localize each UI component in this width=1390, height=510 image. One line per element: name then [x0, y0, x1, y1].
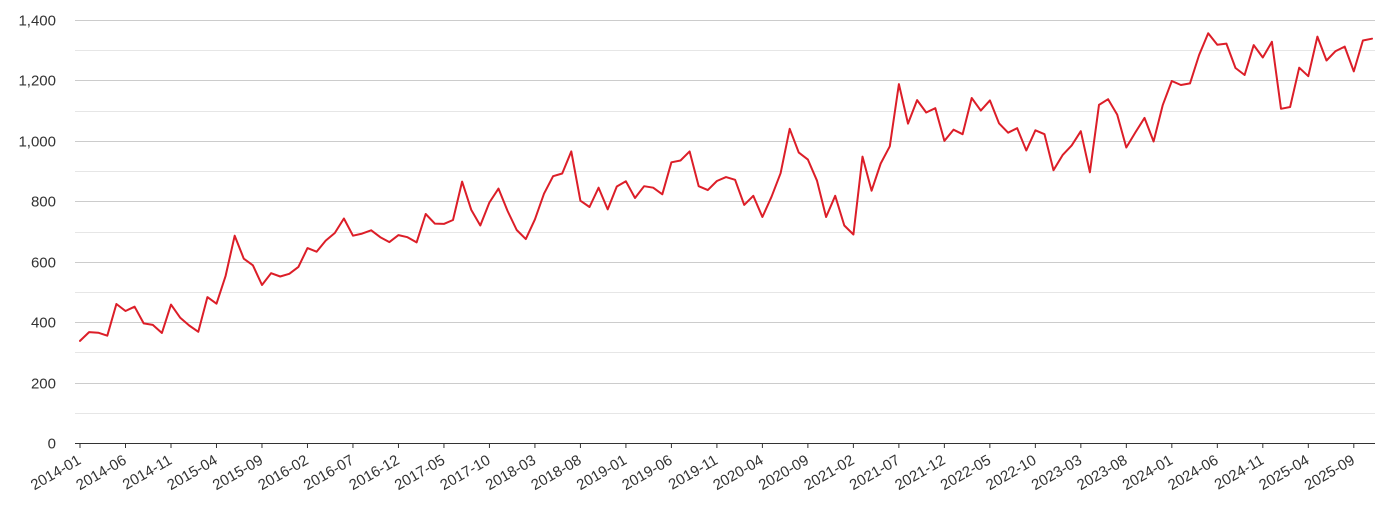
x-tick-label: 2022-05	[938, 452, 994, 494]
x-tick-label: 2025-09	[1302, 452, 1358, 494]
x-tick-label: 2017-05	[392, 452, 448, 494]
x-tick-label: 2015-09	[210, 452, 266, 494]
y-tick-label: 600	[31, 255, 56, 272]
x-tick-label: 2019-11	[666, 452, 721, 494]
x-tick-label: 2018-08	[528, 452, 584, 494]
series-group	[79, 32, 1373, 342]
x-tick-label: 2024-01	[1120, 452, 1176, 494]
x-tick-label: 2014-11	[120, 452, 175, 494]
x-tick-label: 2024-06	[1165, 452, 1221, 494]
x-tick-label: 2018-03	[483, 452, 539, 494]
x-tick-label: 2019-01	[574, 452, 630, 494]
x-axis-ticks: 2014-012014-062014-112015-042015-092016-…	[28, 443, 1358, 494]
x-tick-label: 2014-01	[28, 452, 84, 494]
x-tick-label: 2019-06	[619, 452, 675, 494]
y-tick-label: 0	[48, 436, 56, 453]
x-tick-label: 2023-03	[1029, 452, 1085, 494]
x-tick-label: 2021-12	[892, 452, 948, 494]
x-tick-label: 2016-07	[301, 452, 357, 494]
x-tick-label: 2016-02	[255, 452, 311, 494]
x-tick-label: 2023-08	[1074, 452, 1130, 494]
y-tick-label: 400	[31, 315, 56, 332]
x-tick-label: 2020-09	[756, 452, 812, 494]
y-axis-ticks: 0 200 400 600 800 1,000 1,200 1,400	[18, 13, 56, 453]
x-tick-label: 2015-04	[164, 452, 220, 494]
x-tick-label: 2021-07	[847, 452, 903, 494]
gridlines	[75, 20, 1375, 414]
y-tick-label: 200	[31, 376, 56, 393]
y-tick-label: 800	[31, 194, 56, 211]
x-tick-label: 2014-06	[73, 452, 129, 494]
x-tick-label: 2021-02	[801, 452, 857, 494]
x-tick-label: 2017-10	[437, 452, 493, 494]
x-tick-label: 2022-10	[983, 452, 1039, 494]
x-tick-label: 2025-04	[1256, 452, 1312, 494]
y-tick-label: 1,400	[18, 13, 56, 30]
x-tick-label: 2020-04	[710, 452, 766, 494]
x-tick-label: 2024-11	[1212, 452, 1267, 494]
y-tick-label: 1,200	[18, 73, 56, 90]
x-tick-label: 2016-12	[346, 452, 402, 494]
y-tick-label: 1,000	[18, 134, 56, 151]
series-line	[79, 32, 1373, 342]
